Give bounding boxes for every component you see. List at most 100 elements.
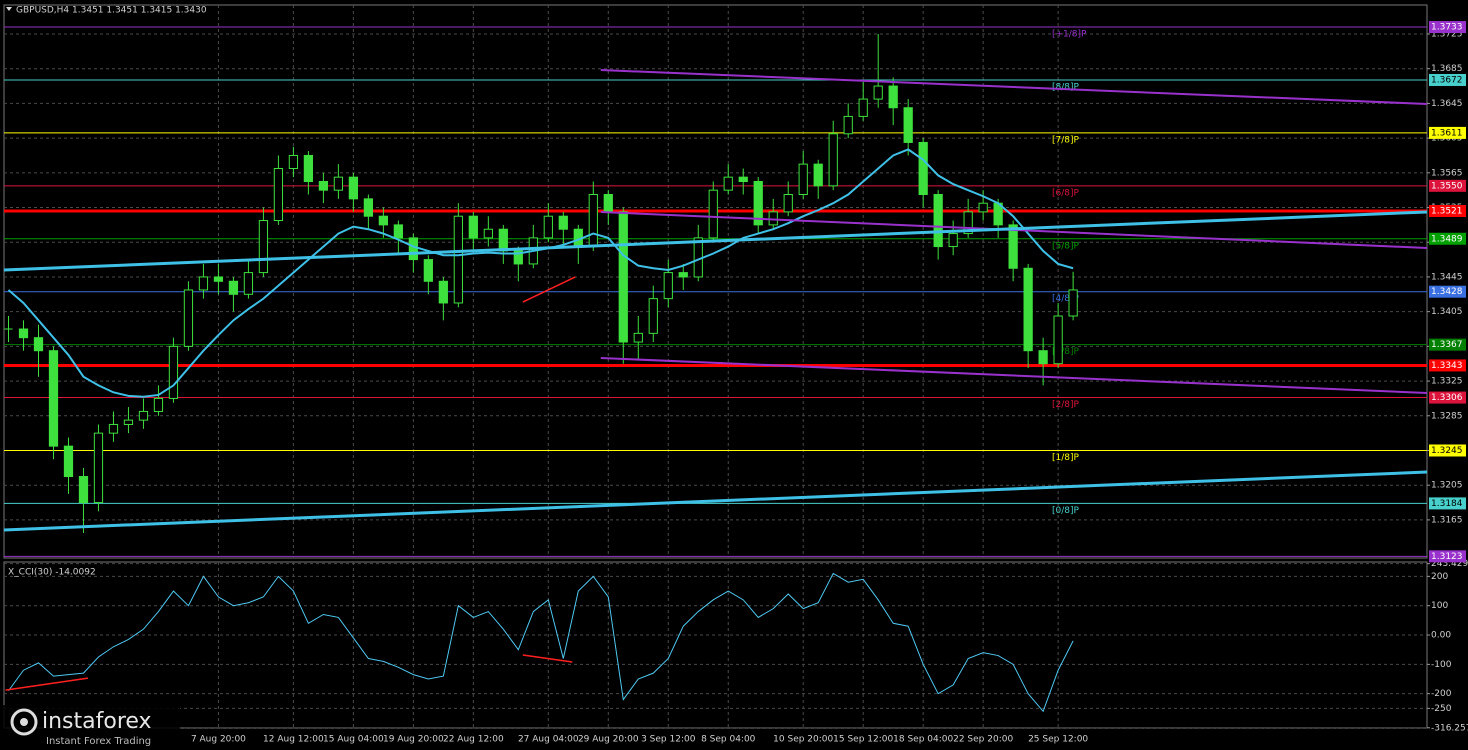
candle-body xyxy=(1053,315,1063,365)
logo: instaforex Instant Forex Trading xyxy=(0,705,180,750)
candle-body xyxy=(723,176,733,191)
level-name: [4/8]P xyxy=(1052,294,1080,304)
y-tick-label: 0.00 xyxy=(1431,631,1451,641)
candle-body xyxy=(1023,267,1033,352)
y-tick-label: 1.3405 xyxy=(1431,307,1463,317)
candle-body xyxy=(318,180,329,191)
candle-body xyxy=(468,215,478,239)
candle-body xyxy=(558,215,568,230)
price-box xyxy=(1429,285,1466,298)
price-box-label: 1.3343 xyxy=(1431,361,1463,371)
y-tick-label: 1.3445 xyxy=(1431,272,1463,282)
trend-line xyxy=(5,677,89,691)
price-box xyxy=(1429,204,1466,217)
candle-body xyxy=(273,167,284,222)
candle-body xyxy=(648,298,658,334)
trend-line xyxy=(3,470,1428,532)
candle-body xyxy=(933,194,943,248)
candle-body xyxy=(678,272,688,278)
candle-body xyxy=(438,280,448,304)
candle-body xyxy=(888,85,898,109)
candle-body xyxy=(618,211,628,343)
candle-body xyxy=(303,154,314,182)
y-tick-label: 1.3725 xyxy=(1431,29,1463,39)
price-box-label: 1.3611 xyxy=(1431,128,1463,138)
y-tick-label: 1.3285 xyxy=(1431,411,1463,421)
x-tick-label: 8 Sep 04:00 xyxy=(701,735,756,745)
chart-title: GBPUSD,H4 1.3451 1.3451 1.3415 1.3430 xyxy=(16,6,207,16)
candle-body xyxy=(423,259,433,282)
candle-body xyxy=(813,163,823,187)
candle-body xyxy=(1008,224,1018,269)
main-frame xyxy=(3,4,1428,559)
y-tick-label: 1.3565 xyxy=(1431,168,1463,178)
candle-body xyxy=(33,337,44,352)
price-box-label: 1.3245 xyxy=(1431,446,1463,456)
candle-body xyxy=(738,176,748,182)
price-box xyxy=(1429,497,1466,510)
price-box xyxy=(1429,338,1466,351)
candle-body xyxy=(228,280,239,295)
candle-body xyxy=(828,133,838,187)
price-box-label: 1.3550 xyxy=(1431,181,1463,191)
candle-body xyxy=(1038,350,1048,365)
price-box xyxy=(1429,444,1466,457)
candle-body xyxy=(198,276,209,291)
y-tick-label: 243.429 xyxy=(1431,559,1468,569)
y-tick-label: 1.3645 xyxy=(1431,99,1463,109)
price-box-label: 1.3184 xyxy=(1431,499,1463,509)
candle-body xyxy=(258,220,269,274)
candle-body xyxy=(708,189,718,239)
candle-body xyxy=(873,85,883,100)
candle-body xyxy=(78,476,89,504)
logo-tagline: Instant Forex Trading xyxy=(46,736,151,747)
price-box xyxy=(1429,550,1466,563)
candle-body xyxy=(453,215,463,304)
candle-body xyxy=(483,228,493,239)
price-box xyxy=(1429,391,1466,404)
logo-name: instaforex xyxy=(42,709,152,734)
price-box-label: 1.3428 xyxy=(1431,287,1463,297)
price-box xyxy=(1429,232,1466,245)
price-box-label: 1.3306 xyxy=(1431,393,1463,403)
trend-line xyxy=(600,68,1428,106)
candle-body xyxy=(663,272,673,300)
x-tick-label: 25 Sep 12:00 xyxy=(1028,735,1088,745)
candle-body xyxy=(408,237,418,261)
title-marker xyxy=(6,7,12,11)
x-tick-label: 29 Aug 20:00 xyxy=(578,735,639,745)
level-name: [7/8]P xyxy=(1052,135,1080,145)
logo-icon-core xyxy=(20,718,28,726)
y-tick-label: 100 xyxy=(1431,601,1448,611)
trend-line xyxy=(522,654,573,663)
x-tick-label: 12 Aug 12:00 xyxy=(263,735,324,745)
candle-body xyxy=(108,423,119,434)
y-tick-label: 1.3165 xyxy=(1431,515,1463,525)
level-name: [1/8]P xyxy=(1052,453,1080,463)
candle-body xyxy=(858,98,868,117)
trend-line xyxy=(3,210,1428,272)
candle-body xyxy=(123,419,134,425)
x-tick-label: 7 Aug 20:00 xyxy=(191,735,246,745)
x-tick-label: 22 Aug 12:00 xyxy=(443,735,504,745)
level-name: [+1/8]P xyxy=(1052,30,1087,40)
candle-body xyxy=(843,115,853,135)
level-name: [6/8]P xyxy=(1052,188,1080,198)
logo-icon xyxy=(10,708,38,736)
x-tick-label: 22 Sep 20:00 xyxy=(953,735,1013,745)
trend-line xyxy=(522,276,576,303)
price-box xyxy=(1429,359,1466,372)
candle-body xyxy=(183,289,194,347)
x-tick-label: 18 Sep 04:00 xyxy=(893,735,953,745)
level-name: [0/8]P xyxy=(1052,506,1080,516)
candle-body xyxy=(333,176,344,191)
price-box-label: 1.3672 xyxy=(1431,75,1463,85)
candle-body xyxy=(48,350,59,447)
x-tick-label: 19 Aug 20:00 xyxy=(383,735,444,745)
y-tick-label: 1.3685 xyxy=(1431,64,1463,74)
candle-body xyxy=(378,215,388,226)
price-box-label: 1.3123 xyxy=(1431,552,1463,562)
candle-body xyxy=(243,272,254,295)
y-tick-label: -200 xyxy=(1431,689,1452,699)
candle-body xyxy=(288,154,299,169)
